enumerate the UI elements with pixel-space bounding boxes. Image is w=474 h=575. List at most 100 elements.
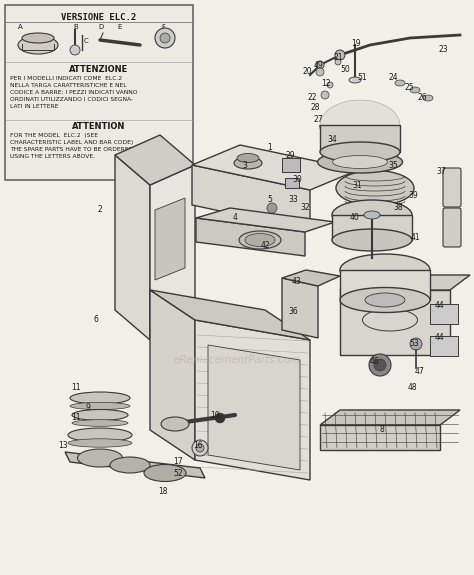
Polygon shape <box>150 165 195 340</box>
Circle shape <box>215 413 225 423</box>
Ellipse shape <box>340 254 430 286</box>
Polygon shape <box>332 215 412 240</box>
Polygon shape <box>196 208 335 232</box>
Ellipse shape <box>237 154 259 163</box>
Ellipse shape <box>68 428 132 442</box>
Ellipse shape <box>423 95 433 101</box>
Text: 23: 23 <box>438 45 448 55</box>
Polygon shape <box>320 425 440 450</box>
Text: PER I MODELLI INDICATI COME  ELC.2
NELLA TARGA CARATTERISTICHE E NEL
CODICE A BA: PER I MODELLI INDICATI COME ELC.2 NELLA … <box>10 76 137 109</box>
Circle shape <box>316 68 324 76</box>
Text: 27: 27 <box>313 116 323 125</box>
Circle shape <box>267 203 277 213</box>
Polygon shape <box>320 125 400 152</box>
Polygon shape <box>282 278 318 338</box>
Text: 18: 18 <box>158 488 168 496</box>
Circle shape <box>192 440 208 456</box>
Text: 17: 17 <box>173 458 183 466</box>
Text: 47: 47 <box>415 367 425 377</box>
FancyBboxPatch shape <box>285 178 299 188</box>
Ellipse shape <box>320 142 400 162</box>
Text: 19: 19 <box>351 40 361 48</box>
Ellipse shape <box>68 439 132 447</box>
Text: 28: 28 <box>310 104 320 113</box>
Text: D: D <box>98 24 103 30</box>
Ellipse shape <box>72 409 128 420</box>
Circle shape <box>327 82 333 88</box>
Text: 26: 26 <box>417 94 427 102</box>
Text: 43: 43 <box>292 278 302 286</box>
Text: 2: 2 <box>98 205 102 214</box>
Ellipse shape <box>70 402 130 409</box>
Ellipse shape <box>374 359 386 371</box>
Polygon shape <box>195 320 310 480</box>
Text: 46: 46 <box>370 358 380 366</box>
Text: 48: 48 <box>407 384 417 393</box>
Text: 22: 22 <box>307 93 317 102</box>
Text: 24: 24 <box>388 74 398 82</box>
Ellipse shape <box>239 231 281 249</box>
FancyBboxPatch shape <box>282 158 300 172</box>
Text: 39: 39 <box>408 191 418 201</box>
Text: 11: 11 <box>71 413 81 423</box>
Text: 8: 8 <box>380 426 384 435</box>
Ellipse shape <box>245 233 275 247</box>
Text: 11: 11 <box>71 384 81 393</box>
FancyBboxPatch shape <box>5 5 193 180</box>
Polygon shape <box>208 345 300 470</box>
Text: 53: 53 <box>409 339 419 348</box>
Ellipse shape <box>395 80 405 86</box>
Text: 5: 5 <box>267 196 273 205</box>
Ellipse shape <box>332 229 412 251</box>
Text: 49: 49 <box>314 60 324 70</box>
Ellipse shape <box>161 417 189 431</box>
Text: 10: 10 <box>210 411 220 420</box>
Ellipse shape <box>110 457 150 473</box>
Ellipse shape <box>349 77 361 83</box>
FancyBboxPatch shape <box>443 208 461 247</box>
Polygon shape <box>65 452 205 478</box>
Text: 29: 29 <box>285 151 295 159</box>
Text: 31: 31 <box>352 181 362 190</box>
Text: ATTENTION: ATTENTION <box>73 122 126 131</box>
FancyBboxPatch shape <box>430 336 458 356</box>
Circle shape <box>155 28 175 48</box>
Text: 44: 44 <box>435 334 445 343</box>
Polygon shape <box>192 165 310 230</box>
FancyBboxPatch shape <box>430 304 458 324</box>
Circle shape <box>316 61 324 69</box>
Text: 34: 34 <box>327 136 337 144</box>
Text: 35: 35 <box>388 160 398 170</box>
Ellipse shape <box>365 293 405 307</box>
Text: 51: 51 <box>357 74 367 82</box>
Text: 38: 38 <box>393 204 403 213</box>
Text: 20: 20 <box>302 67 312 76</box>
Ellipse shape <box>144 465 186 481</box>
Polygon shape <box>282 270 340 286</box>
Polygon shape <box>340 290 450 355</box>
Text: A: A <box>18 24 23 30</box>
Ellipse shape <box>22 33 54 43</box>
Text: 52: 52 <box>173 470 183 478</box>
Text: 6: 6 <box>93 316 99 324</box>
Ellipse shape <box>369 354 391 376</box>
Text: eReplacementParts.com: eReplacementParts.com <box>173 355 301 365</box>
Text: B: B <box>73 24 78 30</box>
Text: 41: 41 <box>410 233 420 243</box>
Text: 9: 9 <box>86 404 91 412</box>
Ellipse shape <box>340 288 430 312</box>
Ellipse shape <box>18 36 58 54</box>
Polygon shape <box>340 275 470 290</box>
Ellipse shape <box>332 155 388 168</box>
Text: 3: 3 <box>243 160 247 170</box>
Text: 13: 13 <box>58 440 68 450</box>
Polygon shape <box>320 410 460 425</box>
Text: 12: 12 <box>321 79 331 89</box>
Ellipse shape <box>332 200 412 230</box>
Text: 32: 32 <box>300 204 310 213</box>
Ellipse shape <box>70 392 130 404</box>
Text: ATTENZIONE: ATTENZIONE <box>69 65 128 74</box>
Text: 50: 50 <box>340 66 350 75</box>
Ellipse shape <box>78 449 122 467</box>
Ellipse shape <box>72 420 128 426</box>
